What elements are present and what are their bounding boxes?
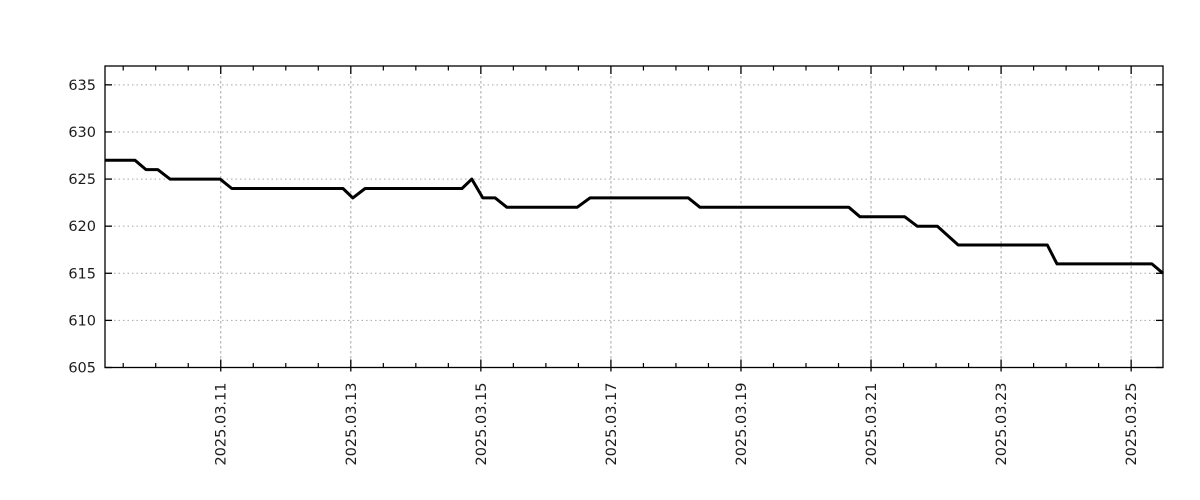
y-tick-label: 620 (68, 219, 96, 235)
x-tick-label: 2025.03.11 (214, 383, 230, 466)
x-tick-label: 2025.03.23 (994, 382, 1010, 465)
plot-border (104, 65, 1164, 369)
x-tick-label: 2025.03.21 (864, 383, 880, 466)
data-line-instances (105, 158, 1164, 275)
y-tick-label: 635 (68, 78, 96, 94)
x-tick-label: 2025.03.13 (344, 383, 360, 466)
x-tick-label: 2025.03.15 (474, 383, 490, 466)
y-tick-label: 625 (68, 172, 96, 188)
y-tick-label: 615 (68, 266, 96, 282)
y-tick-label: 610 (68, 313, 96, 329)
x-tick-label: 2025.03.17 (604, 383, 620, 466)
x-tick-label: 2025.03.25 (1124, 383, 1140, 466)
y-tick-label: 605 (68, 361, 96, 377)
y-tick-label: 630 (68, 125, 96, 141)
x-tick-label: 2025.03.19 (734, 383, 750, 466)
